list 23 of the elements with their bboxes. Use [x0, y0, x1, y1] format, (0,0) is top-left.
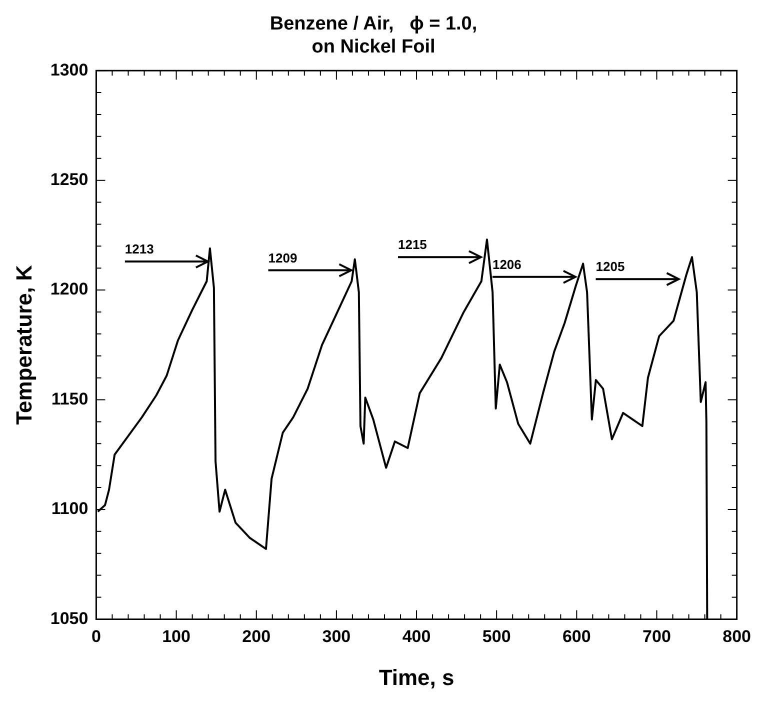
x-tick-label: 0 — [91, 627, 101, 646]
y-tick-label: 1200 — [50, 280, 88, 299]
x-tick-label: 400 — [402, 627, 431, 646]
x-tick-label: 300 — [322, 627, 351, 646]
y-tick-label: 1050 — [50, 608, 88, 628]
annotation: 1209 — [268, 250, 298, 266]
x-tick-label: 200 — [242, 627, 271, 646]
y-tick-label: 1100 — [51, 499, 88, 518]
x-tick-label: 700 — [642, 627, 671, 646]
x-tick-label: 100 — [162, 627, 190, 646]
y-axis-title: Temperature, K — [11, 264, 36, 425]
x-axis-title: Time, s — [378, 664, 454, 690]
annotation: 1205 — [596, 259, 625, 274]
y-tick-label: 1250 — [50, 170, 88, 190]
x-tick-label: 600 — [562, 627, 591, 646]
x-tick-label: 500 — [482, 627, 511, 646]
annotation: 1213 — [124, 242, 154, 257]
x-tick-label: 800 — [722, 627, 752, 646]
y-tick-label: 1300 — [50, 60, 88, 80]
chart-title: Benzene / Air, ϕ = 1.0, on Nickel Foil — [270, 14, 478, 58]
annotation: 1206 — [492, 256, 522, 272]
y-tick-label: 1150 — [51, 389, 88, 408]
annotation: 1215 — [398, 237, 427, 252]
